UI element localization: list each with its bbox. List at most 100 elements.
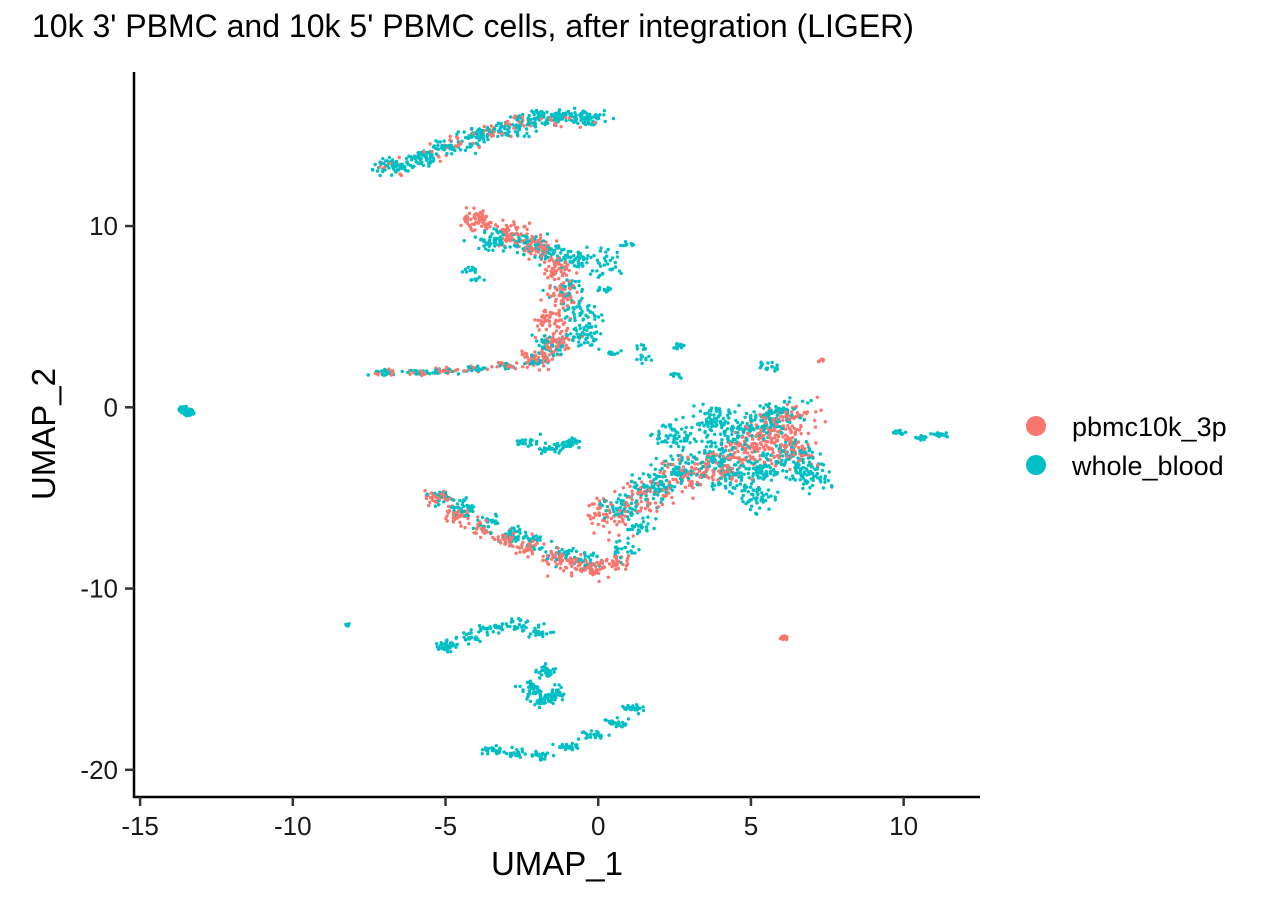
data-point — [569, 549, 574, 553]
data-point — [416, 155, 420, 160]
data-point — [750, 504, 754, 508]
data-point — [509, 543, 513, 547]
data-point — [826, 478, 831, 483]
data-point — [785, 437, 789, 441]
data-point — [764, 403, 768, 407]
data-point — [709, 406, 714, 410]
y-tick-label: 10 — [89, 211, 118, 241]
data-point — [538, 263, 542, 267]
data-point — [434, 368, 438, 372]
data-point — [823, 480, 827, 484]
data-point — [460, 513, 464, 517]
data-point — [754, 433, 758, 438]
data-point — [444, 497, 448, 501]
data-point — [577, 257, 581, 261]
data-point — [766, 488, 771, 492]
data-point — [546, 574, 550, 578]
data-point — [636, 502, 640, 506]
data-point — [499, 230, 503, 234]
data-point — [577, 439, 582, 444]
data-point — [599, 332, 603, 336]
data-point — [732, 463, 737, 467]
data-point — [564, 112, 568, 117]
data-point — [712, 473, 716, 477]
data-point — [541, 751, 545, 755]
data-point — [554, 239, 559, 243]
data-point — [646, 515, 650, 519]
data-point — [750, 434, 754, 438]
data-point — [568, 279, 572, 283]
data-point — [823, 474, 828, 478]
data-point — [552, 331, 556, 336]
data-point — [726, 421, 730, 425]
data-point — [615, 523, 619, 527]
data-point — [585, 257, 589, 261]
data-point — [604, 512, 609, 517]
data-point — [442, 148, 447, 152]
data-point — [534, 534, 539, 538]
data-point — [469, 635, 474, 639]
data-point — [666, 462, 670, 466]
data-point — [615, 500, 619, 504]
data-point — [469, 631, 473, 635]
data-point — [745, 437, 749, 441]
data-point — [366, 373, 370, 377]
data-point — [542, 111, 546, 116]
data-point — [516, 524, 520, 528]
data-point — [510, 745, 514, 750]
data-point — [510, 535, 514, 539]
data-point — [750, 477, 754, 481]
data-point — [640, 361, 644, 365]
data-point — [690, 425, 694, 430]
data-point — [661, 488, 665, 492]
data-point — [607, 351, 611, 356]
data-point — [550, 357, 555, 361]
data-point — [692, 404, 696, 408]
data-point — [761, 416, 766, 420]
data-point — [775, 438, 779, 442]
data-point — [743, 485, 747, 489]
data-point — [458, 148, 463, 152]
data-point — [610, 256, 615, 260]
data-point — [543, 317, 547, 321]
data-point — [681, 465, 685, 469]
data-point — [709, 409, 713, 413]
data-point — [776, 419, 780, 424]
data-point — [608, 287, 613, 291]
data-point — [454, 635, 459, 640]
data-point — [563, 253, 568, 258]
data-point — [639, 493, 643, 497]
data-point — [625, 242, 629, 247]
data-point — [687, 461, 691, 466]
data-point — [663, 463, 667, 467]
data-point — [555, 691, 560, 695]
data-point — [473, 636, 477, 641]
data-point — [464, 135, 468, 140]
data-point — [755, 501, 759, 505]
data-point — [557, 555, 562, 559]
data-point — [555, 288, 559, 292]
data-point — [746, 490, 750, 494]
data-point — [560, 446, 565, 451]
data-point — [607, 733, 611, 737]
data-point — [689, 431, 693, 436]
data-point — [623, 509, 628, 514]
data-point — [515, 361, 519, 365]
data-point — [815, 395, 819, 399]
data-point — [533, 684, 537, 689]
data-point — [468, 145, 473, 149]
data-point — [728, 452, 732, 457]
data-point — [617, 520, 621, 524]
data-point — [507, 529, 511, 534]
data-point — [558, 348, 562, 352]
data-point — [540, 315, 544, 319]
data-point — [596, 116, 601, 121]
data-point — [613, 552, 617, 556]
data-point — [455, 502, 460, 506]
data-point — [448, 369, 453, 373]
data-point — [790, 413, 794, 417]
data-point — [823, 420, 827, 424]
data-point — [605, 515, 610, 519]
data-point — [482, 366, 487, 370]
data-point — [604, 259, 608, 263]
